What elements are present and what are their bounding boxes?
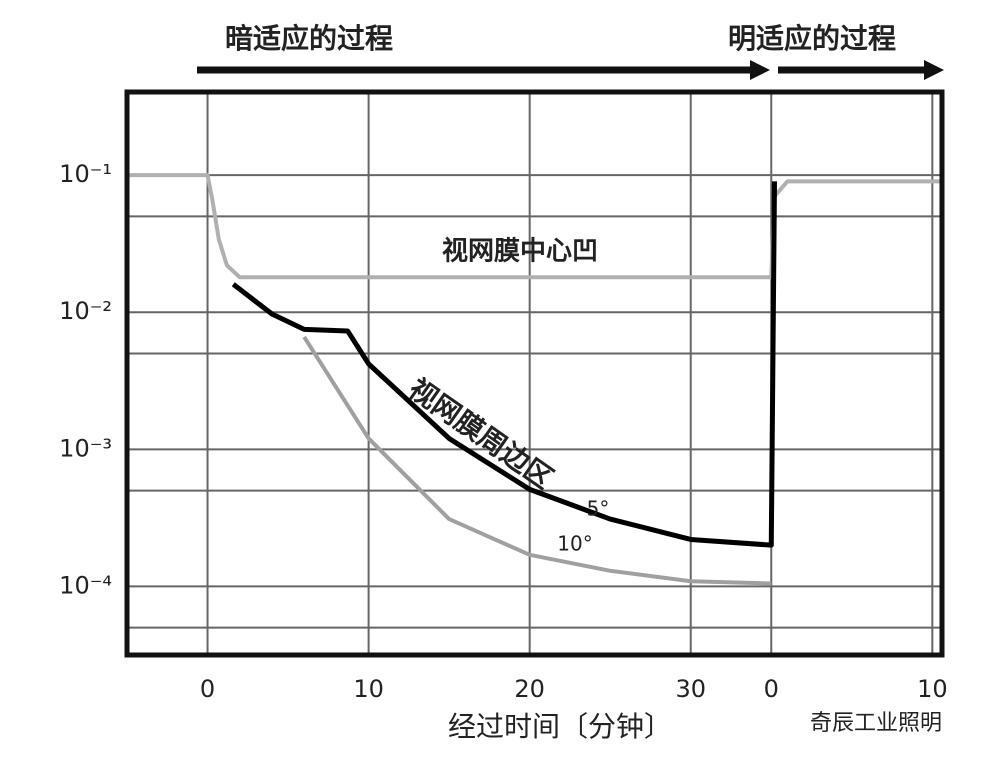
data-line xyxy=(127,173,942,280)
series-label: 5° xyxy=(587,497,610,521)
x-tick-label: 0 xyxy=(200,675,215,703)
y-tick-label: 10⁻¹ xyxy=(59,160,112,188)
series-label: 视网膜中心凹 xyxy=(442,237,598,267)
watermark: 奇辰工业照明 xyxy=(810,711,942,736)
annotation: 视网膜周边区 xyxy=(403,372,560,495)
x-tick-label: 30 xyxy=(675,675,706,703)
data-line xyxy=(302,335,772,586)
x-tick-label: 10 xyxy=(917,675,948,703)
y-tick-label: 10⁻³ xyxy=(59,434,112,462)
x-tick-label: 10 xyxy=(353,675,384,703)
arrows xyxy=(197,60,944,80)
annotation: 暗适应的过程 xyxy=(225,22,393,55)
x-axis-label: 经过时间〔分钟〕 xyxy=(448,710,672,743)
y-tick-label: 10⁻² xyxy=(59,297,112,325)
series-label: 10° xyxy=(557,532,592,556)
data-line xyxy=(231,181,777,548)
plot-frame xyxy=(124,89,945,658)
x-tick-label: 20 xyxy=(514,675,545,703)
y-tick-label: 10⁻⁴ xyxy=(59,571,112,599)
annotation: 明适应的过程 xyxy=(728,22,896,55)
x-tick-label: 0 xyxy=(764,675,779,703)
